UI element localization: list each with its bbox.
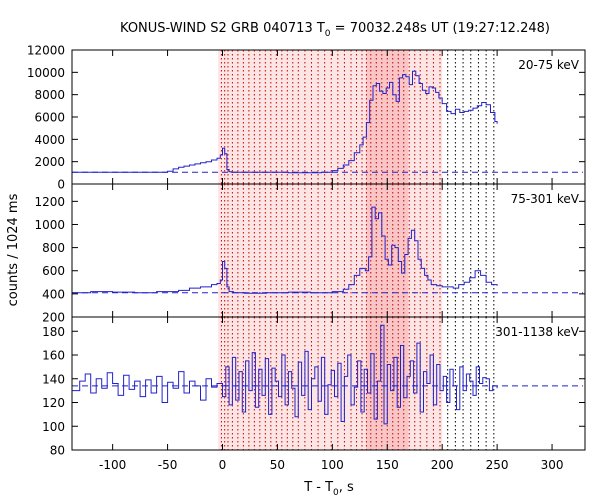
y-tick-label: 1000 [34, 218, 65, 232]
x-axis-label-prefix: T - T [303, 480, 333, 495]
chart-title-suffix: = 70032.248s UT (19:27:12.248) [331, 21, 550, 36]
energy-band-label: 20-75 keV [518, 58, 580, 72]
light-curve-series [72, 70, 498, 174]
y-tick-label: 800 [42, 241, 65, 255]
chart-title-prefix: KONUS-WIND S2 GRB 040713 T [120, 21, 325, 36]
x-tick-label: 150 [376, 458, 399, 472]
y-tick-label: 4000 [34, 133, 65, 147]
y-tick-label: 600 [42, 264, 65, 278]
y-tick-label: 8000 [34, 88, 65, 102]
x-tick-label: 200 [431, 458, 454, 472]
x-tick-label: -100 [99, 458, 126, 472]
x-tick-label: 250 [486, 458, 509, 472]
x-axis-label-subscript: 0 [333, 488, 339, 498]
y-tick-label: 200 [42, 311, 65, 325]
x-axis-label-suffix: , s [339, 480, 354, 495]
y-tick-label: 400 [42, 287, 65, 301]
shaded-interval-2 [366, 50, 409, 184]
y-tick-label: 140 [42, 372, 65, 386]
x-tick-label: 0 [219, 458, 227, 472]
light-curve-series [72, 324, 498, 425]
panel-3: 80 100 120 140 160 180 301-1138 keV [42, 316, 586, 458]
energy-band-label: 75-301 keV [511, 192, 580, 206]
y-tick-label: 6000 [34, 111, 65, 125]
y-tick-label: 180 [42, 325, 65, 339]
x-tick-label: -50 [158, 458, 178, 472]
chart-title-subscript: 0 [325, 29, 331, 39]
y-tick-label: 10000 [27, 66, 65, 80]
chart-title: KONUS-WIND S2 GRB 040713 T0 = 70032.248s… [120, 21, 550, 39]
light-curve-series [72, 206, 498, 294]
y-tick-label: 160 [42, 349, 65, 363]
x-tick-label: 100 [321, 458, 344, 472]
y-tick-label: 120 [42, 396, 65, 410]
x-tick-label: 50 [270, 458, 285, 472]
y-tick-label: 80 [50, 444, 65, 458]
y-tick-label: 12000 [27, 44, 65, 58]
panel-1: 0 2000 4000 6000 8000 10000 12000 20-75 keV [27, 44, 586, 192]
panel-frame [71, 316, 586, 451]
x-axis-label: T - T0, s [303, 480, 354, 498]
y-tick-label: 2000 [34, 155, 65, 169]
x-tick-label: 300 [541, 458, 564, 472]
y-axis-label: counts / 1024 ms [6, 193, 21, 306]
shaded-interval-1 [218, 50, 443, 184]
y-tick-label: 100 [42, 420, 65, 434]
shaded-interval-1 [218, 184, 443, 317]
energy-band-label: 301-1138 keV [495, 325, 579, 339]
shaded-interval-2 [366, 184, 409, 317]
y-tick-label: 0 [57, 178, 65, 192]
panel-2: 200 400 600 800 1000 1200 75-301 keV [34, 183, 586, 325]
y-tick-label: 1200 [34, 195, 65, 209]
